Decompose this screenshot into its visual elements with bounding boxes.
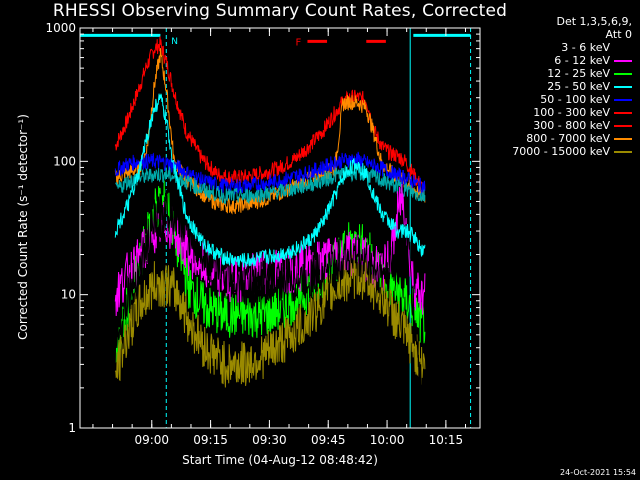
legend-item-label: 12 - 25 keV <box>547 67 610 80</box>
y-tick-label-0: 1 <box>68 421 76 435</box>
x-tick-label-0: 09:00 <box>134 433 169 447</box>
legend-item: 300 - 800 keV <box>482 119 632 132</box>
x-tick-label-1: 09:15 <box>193 433 228 447</box>
series-line-7000-15000-keV <box>114 253 426 388</box>
x-tick-label-2: 09:30 <box>252 433 287 447</box>
flare-marker-label: F <box>295 37 301 48</box>
legend-item: 800 - 7000 keV <box>482 132 632 145</box>
x-tick-label-3: 09:45 <box>311 433 346 447</box>
legend-item: 25 - 50 keV <box>482 80 632 93</box>
y-tick-label-3: 1000 <box>45 21 76 35</box>
legend-item-swatch <box>614 73 632 75</box>
series-line-25-50-keV <box>114 93 426 268</box>
legend-item-swatch <box>614 112 632 114</box>
y-tick-label-1: 10 <box>61 288 76 302</box>
legend-item-label: 6 - 12 keV <box>554 54 610 67</box>
legend-item-label: 7000 - 15000 keV <box>512 145 610 158</box>
series-line-300-800-keV <box>115 163 426 205</box>
generation-timestamp: 24-Oct-2021 15:54 <box>560 468 636 477</box>
legend-item: 50 - 100 keV <box>482 93 632 106</box>
legend-item-label: 50 - 100 keV <box>540 93 610 106</box>
legend-item-swatch <box>614 60 632 62</box>
legend-item: 3 - 6 keV <box>482 41 632 54</box>
chart-title: RHESSI Observing Summary Count Rates, Co… <box>52 1 508 21</box>
legend-item-swatch <box>614 99 632 101</box>
legend-item-label: 100 - 300 keV <box>533 106 610 119</box>
legend-item-label: 800 - 7000 keV <box>526 132 610 145</box>
legend-header-attenuator: Att 0 <box>605 28 632 41</box>
x-axis-label: Start Time (04-Aug-12 08:48:42) <box>182 453 378 467</box>
legend-header-detectors: Det 1,3,5,6,9, <box>556 15 632 28</box>
legend-item: 6 - 12 keV <box>482 54 632 67</box>
series-line-3-6-keV <box>114 189 426 429</box>
legend-item-swatch <box>614 138 632 140</box>
series-line-800-7000-keV <box>114 48 426 215</box>
legend-item-label: 25 - 50 keV <box>547 80 610 93</box>
series-line-50-100-keV <box>114 151 426 195</box>
x-tick-label-4: 10:00 <box>370 433 405 447</box>
legend-item: 100 - 300 keV <box>482 106 632 119</box>
axes-frame <box>79 27 481 429</box>
legend-item-swatch <box>614 47 632 49</box>
night-marker-label: N <box>171 37 178 47</box>
legend-item-swatch <box>614 86 632 88</box>
legend-item-label: 3 - 6 keV <box>561 41 610 54</box>
y-tick-label-2: 100 <box>53 154 76 168</box>
legend-item-swatch <box>614 125 632 127</box>
x-tick-label-5: 10:15 <box>429 433 464 447</box>
legend-item-swatch <box>614 151 632 153</box>
legend-item: 7000 - 15000 keV <box>482 145 632 158</box>
legend-item-label: 300 - 800 keV <box>533 119 610 132</box>
legend-item: 12 - 25 keV <box>482 67 632 80</box>
